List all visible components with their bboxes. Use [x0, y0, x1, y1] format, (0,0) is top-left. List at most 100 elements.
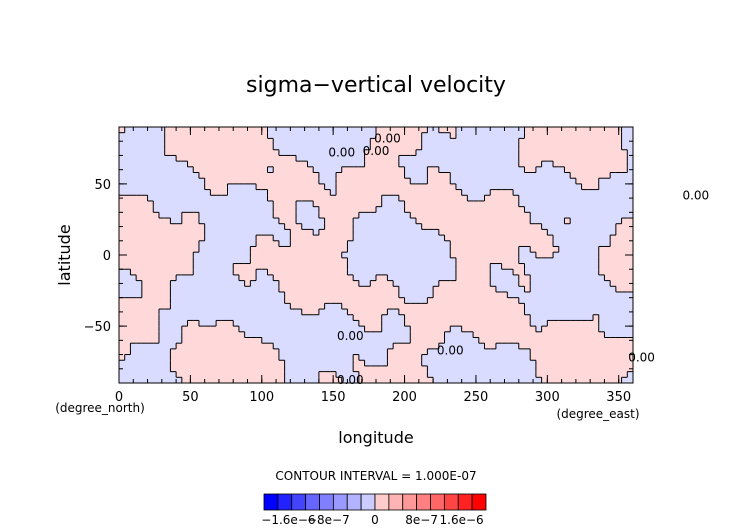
- field-cell: [467, 354, 474, 361]
- field-cell: [575, 309, 582, 316]
- field-cell: [364, 252, 371, 259]
- field-cell: [176, 144, 183, 151]
- field-cell: [581, 263, 588, 270]
- field-cell: [256, 263, 263, 270]
- field-cell: [341, 172, 348, 179]
- field-cell: [244, 246, 251, 253]
- field-cell: [473, 246, 480, 253]
- field-cell: [227, 155, 234, 162]
- y-tick-label: 50: [94, 178, 111, 193]
- field-cell: [541, 320, 548, 327]
- field-cell: [535, 127, 542, 133]
- field-cell: [501, 223, 508, 230]
- field-cell: [535, 354, 542, 361]
- field-cell: [238, 195, 245, 202]
- field-cell: [438, 218, 445, 225]
- field-cell: [238, 303, 245, 310]
- field-cell: [524, 166, 531, 173]
- field-cell: [410, 149, 417, 156]
- field-cell: [507, 218, 514, 225]
- field-cell: [136, 246, 143, 253]
- field-cell: [119, 274, 126, 281]
- field-cell: [376, 343, 383, 350]
- field-cell: [433, 309, 440, 316]
- field-cell: [158, 212, 165, 219]
- field-cell: [535, 320, 542, 327]
- field-cell: [575, 377, 582, 384]
- field-cell: [256, 172, 263, 179]
- field-cell: [593, 269, 600, 276]
- field-cell: [450, 138, 457, 145]
- y-axis-unit: (degree_north): [55, 401, 145, 415]
- field-cell: [507, 183, 514, 190]
- field-cell: [347, 195, 354, 202]
- field-cell: [393, 297, 400, 304]
- field-cell: [467, 286, 474, 293]
- field-cell: [250, 138, 257, 145]
- field-cell: [564, 337, 571, 344]
- field-cell: [364, 235, 371, 242]
- field-cell: [530, 132, 537, 139]
- field-cell: [261, 240, 268, 247]
- field-cell: [427, 223, 434, 230]
- field-cell: [347, 326, 354, 333]
- field-cell: [490, 377, 497, 384]
- field-cell: [324, 263, 331, 270]
- field-cell: [598, 365, 605, 372]
- field-cell: [501, 235, 508, 242]
- field-cell: [393, 246, 400, 253]
- field-cell: [267, 320, 274, 327]
- field-cell: [313, 252, 320, 259]
- field-cell: [513, 286, 520, 293]
- field-cell: [198, 331, 205, 338]
- field-cell: [501, 206, 508, 213]
- field-cell: [518, 127, 525, 133]
- field-cell: [341, 326, 348, 333]
- field-cell: [535, 263, 542, 270]
- field-cell: [438, 263, 445, 270]
- field-cell: [461, 348, 468, 355]
- field-cell: [593, 377, 600, 384]
- field-cell: [518, 200, 525, 207]
- field-cell: [347, 269, 354, 276]
- field-cell: [284, 343, 291, 350]
- field-cell: [176, 166, 183, 173]
- field-cell: [570, 206, 577, 213]
- field-cell: [330, 183, 337, 190]
- field-cell: [301, 309, 308, 316]
- field-cell: [198, 365, 205, 372]
- field-cell: [604, 144, 611, 151]
- field-cell: [244, 371, 251, 378]
- field-cell: [261, 183, 268, 190]
- field-cell: [467, 172, 474, 179]
- field-cell: [181, 377, 188, 384]
- field-cell: [564, 212, 571, 219]
- field-cell: [467, 337, 474, 344]
- field-cell: [415, 303, 422, 310]
- field-cell: [216, 235, 223, 242]
- colorbar-tick-label: 0: [371, 513, 379, 527]
- field-cell: [290, 320, 297, 327]
- field-cell: [421, 320, 428, 327]
- field-cell: [478, 269, 485, 276]
- field-cell: [124, 183, 131, 190]
- field-cell: [393, 223, 400, 230]
- field-cell: [387, 206, 394, 213]
- field-cell: [301, 229, 308, 236]
- field-cell: [187, 155, 194, 162]
- field-cell: [547, 161, 554, 168]
- field-cell: [147, 280, 154, 287]
- field-cell: [119, 360, 126, 367]
- field-cell: [210, 195, 217, 202]
- field-cell: [238, 246, 245, 253]
- field-cell: [410, 269, 417, 276]
- field-cell: [238, 286, 245, 293]
- field-cell: [490, 240, 497, 247]
- field-cell: [484, 178, 491, 185]
- field-cell: [164, 309, 171, 316]
- field-cell: [313, 144, 320, 151]
- field-cell: [450, 269, 457, 276]
- field-cell: [587, 371, 594, 378]
- field-cell: [176, 297, 183, 304]
- field-cell: [438, 161, 445, 168]
